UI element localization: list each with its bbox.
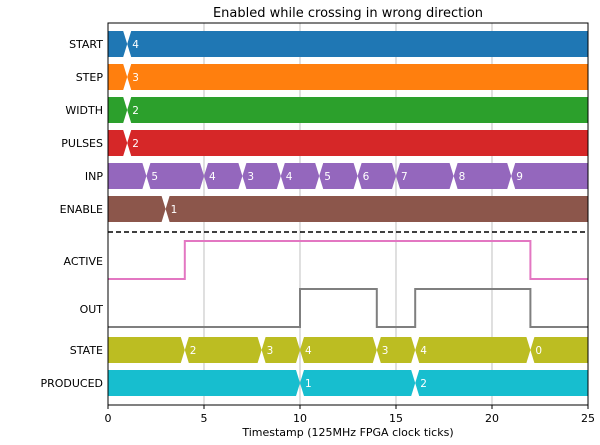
bus-segment-width [108,97,128,123]
signal-name: PRODUCED [40,377,103,390]
signal-name: STATE [70,344,103,357]
bus-value-label: 7 [401,171,408,183]
bus-value-label: 5 [324,171,331,183]
plot-frame [107,22,589,406]
signal-name: INP [85,170,103,183]
bus-value-label: 4 [132,39,139,51]
bus-value-label: 9 [516,171,523,183]
signal-name: START [69,38,103,51]
bus-segment-inp [511,163,588,189]
bus-value-label: 2 [132,138,139,150]
bus-value-label: 5 [151,171,158,183]
bus-segment-width [127,97,588,123]
x-tick-label: 20 [485,412,499,425]
bus-segment-state [530,337,588,363]
bus-segment-inp [396,163,454,189]
bus-value-label: 8 [459,171,466,183]
signal-name: OUT [80,303,104,316]
bus-value-label: 3 [382,345,389,357]
bus-segment-produced [108,370,300,396]
signal-name: STEP [76,71,104,84]
bus-value-label: 4 [420,345,427,357]
x-tick-label: 5 [201,412,208,425]
bus-segment-inp [280,163,320,189]
bus-segment-state [184,337,262,363]
bus-segment-start [127,31,588,57]
bus-value-label: 0 [535,345,542,357]
bus-segment-inp [453,163,512,189]
bit-trace-active [108,240,588,280]
bus-segment-step [108,64,128,90]
bus-value-label: 3 [267,345,274,357]
bus-segment-inp [319,163,358,189]
bus-segment-pulses [127,130,588,156]
bus-value-label: 2 [132,105,139,117]
signal-name: PULSES [61,137,103,150]
bus-segment-inp [204,163,243,189]
bus-segment-inp [357,163,396,189]
bus-segment-produced [300,370,416,396]
bus-value-label: 2 [190,345,197,357]
signal-name: ENABLE [60,203,103,216]
x-tick-label: 25 [581,412,595,425]
bus-value-label: 6 [363,171,370,183]
bus-segment-state [376,337,416,363]
signal-name: WIDTH [65,104,103,117]
x-tick-label: 10 [293,412,307,425]
bus-segment-state [300,337,377,363]
bus-segment-inp [146,163,204,189]
bus-value-label: 3 [247,171,254,183]
x-tick-label: 15 [389,412,403,425]
bus-segment-pulses [108,130,128,156]
bit-trace-out [108,288,588,328]
bus-segment-state [108,337,185,363]
bus-value-label: 4 [305,345,312,357]
chart-title: Enabled while crossing in wrong directio… [213,6,483,21]
bus-segment-start [108,31,128,57]
bus-segment-produced [415,370,588,396]
bus-value-label: 4 [209,171,216,183]
signal-name: ACTIVE [64,255,104,268]
bus-segment-enable [108,196,166,222]
bus-value-label: 2 [420,378,427,390]
bus-value-label: 4 [286,171,293,183]
bus-segment-state [415,337,531,363]
bus-segment-enable [165,196,588,222]
bus-segment-inp [242,163,281,189]
x-axis-label: Timestamp (125MHz FPGA clock ticks) [241,426,453,439]
bus-value-label: 1 [305,378,312,390]
bus-value-label: 3 [132,72,139,84]
bus-value-label: 1 [171,204,178,216]
bus-segment-state [261,337,300,363]
bus-segment-inp [108,163,147,189]
x-tick-label: 0 [105,412,112,425]
bus-segment-step [127,64,588,90]
